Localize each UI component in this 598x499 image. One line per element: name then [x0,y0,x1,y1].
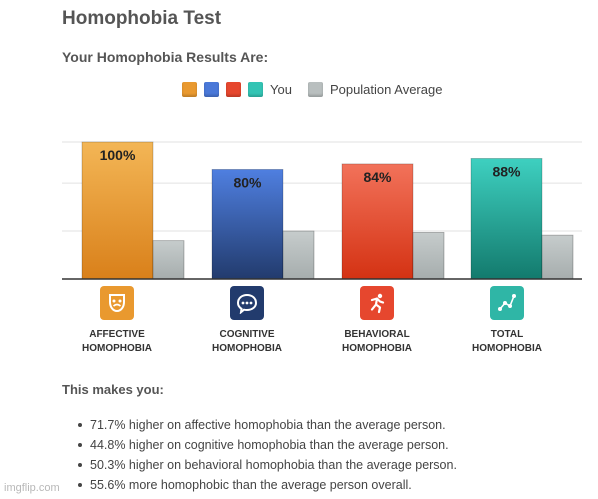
legend-swatch-total [248,81,263,97]
list-item: 71.7% higher on affective homophobia tha… [78,415,457,435]
legend-swatch-behavioral [226,81,241,97]
thought-bubble-icon [230,286,264,320]
constellation-icon [490,286,524,320]
legend-swatch-cognitive [204,81,219,97]
legend-swatch-affective [182,81,197,97]
data-label-affective: 100% [100,147,136,163]
chart-legend: You Population Average [182,80,458,98]
category-cognitive: COGNITIVE HOMOPHOBIA [187,286,307,356]
running-person-icon [360,286,394,320]
list-item: 50.3% higher on behavioral homophobia th… [78,455,457,475]
category-label: COGNITIVE HOMOPHOBIA [212,329,282,354]
legend-you-label: You [270,81,292,97]
bar-you-affective [81,141,154,280]
category-total: TOTAL HOMOPHOBIA [447,286,567,356]
drama-mask-icon [100,286,134,320]
list-item: 44.8% higher on cognitive homophobia tha… [78,435,457,455]
category-label: BEHAVIORAL HOMOPHOBIA [342,329,412,354]
bar-population-affective [152,240,185,280]
page-title: Homophobia Test [62,8,222,29]
legend-swatch-population [307,81,323,97]
watermark-text: imgflip.com [4,482,60,494]
bar-you-behavioral [341,163,414,280]
chart-bars [81,141,574,280]
category-label: AFFECTIVE HOMOPHOBIA [82,329,152,354]
bar-population-behavioral [412,232,445,280]
bar-population-total [541,234,574,280]
chart-data-labels: 100% 80% 84% 88% [100,147,521,190]
summary-list: 71.7% higher on affective homophobia tha… [78,415,457,495]
bar-you-total [470,158,543,280]
results-subtitle: Your Homophobia Results Are: [62,49,269,65]
category-labels: AFFECTIVE HOMOPHOBIA COGNITIVE HOMOPHOBI… [0,286,598,366]
list-item: 55.6% more homophobic than the average p… [78,475,457,495]
category-label: TOTAL HOMOPHOBIA [472,329,542,354]
data-label-behavioral: 84% [363,169,392,185]
data-label-total: 88% [492,163,521,179]
category-behavioral: BEHAVIORAL HOMOPHOBIA [317,286,437,356]
bar-population-cognitive [282,230,315,280]
bar-you-cognitive [211,168,284,280]
category-affective: AFFECTIVE HOMOPHOBIA [57,286,177,356]
legend-population-label: Population Average [329,81,443,97]
data-label-cognitive: 80% [233,174,262,190]
summary-heading: This makes you: [62,382,164,397]
